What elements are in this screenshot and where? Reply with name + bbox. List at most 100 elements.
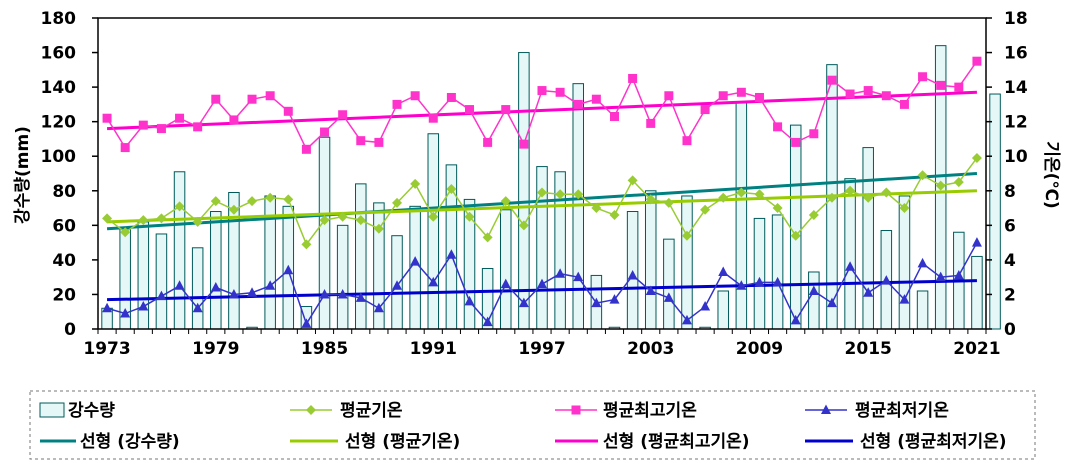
point-avg-temp-2002 (627, 175, 638, 186)
point-min-temp-2020 (953, 269, 964, 280)
point-max-temp-2018 (918, 72, 928, 82)
bar-precip-1986 (336, 224, 349, 330)
point-avg-temp-2014 (845, 185, 856, 196)
bar-precip-2004 (663, 238, 675, 330)
point-avg-temp-1995 (500, 196, 511, 207)
point-avg-temp-2021 (971, 152, 982, 163)
legend-frame (29, 390, 1036, 460)
legend-label-max-temp-trend: 선형 (평균최고기온) (603, 431, 750, 452)
bar-precip-2015 (862, 147, 874, 330)
trend-line-0 (106, 172, 978, 231)
legend: 강수량 평균기온 평균최고기온 평균최저기온 선형 (강수량) 선형 (평균기온… (29, 390, 1036, 460)
point-min-temp-2021 (971, 237, 982, 247)
point-min-temp-1975 (138, 301, 149, 311)
point-min-temp-2014 (845, 261, 856, 271)
point-min-temp-1996 (518, 297, 529, 308)
legend-key-marker-avg-temp (306, 405, 316, 415)
point-min-temp-2003 (645, 285, 656, 295)
point-max-temp-1974 (120, 143, 130, 153)
point-min-temp-2011 (790, 314, 801, 325)
bar-precip-2021 (971, 255, 983, 330)
bar-precip-2005 (681, 195, 693, 330)
point-max-temp-1979 (211, 94, 221, 104)
point-avg-temp-1999 (573, 189, 584, 200)
y-left-tick-label-40: 40 (52, 251, 76, 271)
point-max-temp-2015 (863, 86, 873, 96)
y-left-tick-label-0: 0 (64, 320, 76, 340)
point-max-temp-1994 (483, 137, 493, 147)
series-line-max-temp (106, 60, 978, 151)
point-max-temp-2001 (609, 111, 619, 121)
point-avg-temp-2013 (826, 192, 837, 203)
y-right-tick-label-18: 18 (1004, 9, 1028, 29)
point-max-temp-1980 (229, 115, 239, 125)
y-right-tick-label-16: 16 (1004, 44, 1028, 64)
point-max-temp-2017 (899, 99, 909, 109)
point-max-temp-1993 (465, 105, 475, 115)
point-max-temp-1988 (374, 137, 384, 147)
point-max-temp-1992 (446, 92, 456, 102)
point-min-temp-1993 (464, 295, 475, 306)
point-max-temp-2004 (664, 91, 674, 101)
point-min-temp-1987 (355, 292, 366, 302)
point-max-temp-1981 (247, 94, 257, 104)
point-min-temp-2010 (772, 276, 783, 287)
point-min-temp-1976 (156, 290, 167, 301)
x-tick-label-2021: 2021 (953, 339, 1000, 359)
point-min-temp-1979 (210, 282, 221, 292)
point-avg-temp-1989 (392, 197, 403, 208)
y-right-tick-label-6: 6 (1004, 216, 1016, 236)
point-max-temp-1997 (537, 86, 547, 96)
legend-key-precip (39, 402, 65, 418)
bar-precip-1995 (499, 209, 512, 330)
point-min-temp-2008 (736, 280, 747, 290)
point-max-temp-2016 (881, 91, 891, 101)
point-avg-temp-2010 (772, 203, 783, 214)
bar-precip-1978 (191, 247, 204, 330)
legend-label-max-temp: 평균최고기온 (603, 401, 697, 421)
point-avg-temp-2005 (681, 230, 692, 241)
y-left-tick-label-140: 140 (41, 78, 77, 98)
bar-precip-2007 (717, 290, 729, 330)
point-max-temp-2006 (700, 105, 710, 115)
x-tick-label-1973: 1973 (83, 339, 130, 359)
point-min-temp-2015 (863, 287, 874, 297)
legend-label-precip-trend: 선형 (강수량) (80, 431, 180, 452)
point-avg-temp-1980 (228, 204, 239, 215)
point-max-temp-1991 (428, 113, 438, 123)
bar-precip-2011 (789, 124, 802, 330)
point-min-temp-1974 (120, 307, 131, 318)
point-max-temp-2005 (682, 136, 692, 146)
point-min-temp-1985 (319, 288, 330, 299)
point-avg-temp-2000 (591, 203, 602, 214)
point-max-temp-1977 (175, 113, 185, 123)
legend-label-min-temp-trend: 선형 (평균최저기온) (860, 431, 1007, 452)
point-avg-temp-2015 (863, 192, 874, 203)
bar-precip-1977 (173, 171, 186, 330)
point-max-temp-1996 (519, 139, 529, 149)
point-min-temp-1977 (174, 280, 185, 290)
bar-precip-2003 (644, 190, 657, 330)
y-left-tick-label-80: 80 (52, 182, 76, 202)
point-min-temp-2009 (754, 276, 765, 287)
legend-label-avg-temp: 평균기온 (340, 401, 403, 421)
point-min-temp-1995 (500, 278, 511, 289)
point-avg-temp-1981 (247, 196, 258, 207)
y-right-axis-title: 기온(℃) (1041, 141, 1061, 208)
point-min-temp-1991 (428, 276, 439, 287)
point-max-temp-1995 (501, 105, 511, 115)
point-min-temp-2013 (826, 297, 837, 308)
point-min-temp-2016 (881, 275, 892, 285)
legend-label-avg-temp-trend: 선형 (평균기온) (345, 431, 460, 452)
point-min-temp-2012 (808, 285, 819, 295)
point-avg-temp-1987 (355, 215, 366, 226)
bar-precip-2009 (753, 217, 766, 330)
point-min-temp-1973 (102, 302, 113, 313)
point-max-temp-2014 (845, 89, 855, 99)
point-max-temp-1987 (356, 136, 366, 146)
bar-precip-2014 (844, 178, 856, 330)
x-tick-label-1991: 1991 (410, 339, 457, 359)
x-tick-label-1979: 1979 (192, 339, 239, 359)
x-tick-label-1985: 1985 (301, 339, 348, 359)
